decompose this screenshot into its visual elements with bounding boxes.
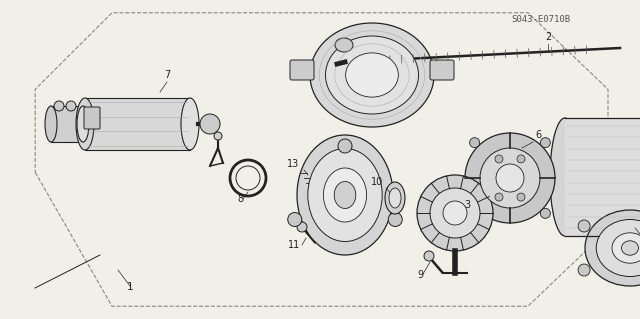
Circle shape xyxy=(388,212,402,226)
Circle shape xyxy=(430,188,480,238)
Text: 8: 8 xyxy=(237,194,243,204)
Ellipse shape xyxy=(308,149,382,241)
Ellipse shape xyxy=(310,23,434,127)
Ellipse shape xyxy=(45,106,57,142)
Ellipse shape xyxy=(76,98,94,150)
Circle shape xyxy=(54,101,64,111)
Text: 1: 1 xyxy=(127,282,133,292)
Circle shape xyxy=(578,264,590,276)
Ellipse shape xyxy=(326,36,419,114)
Text: 9: 9 xyxy=(417,270,423,280)
Text: 6: 6 xyxy=(535,130,541,140)
Text: S043-E0710B: S043-E0710B xyxy=(511,15,570,24)
Circle shape xyxy=(424,251,434,261)
Circle shape xyxy=(214,132,222,140)
Ellipse shape xyxy=(612,233,640,263)
Circle shape xyxy=(540,137,550,148)
Circle shape xyxy=(517,193,525,201)
Circle shape xyxy=(495,193,503,201)
Ellipse shape xyxy=(323,168,367,222)
FancyBboxPatch shape xyxy=(290,60,314,80)
Bar xyxy=(85,98,190,150)
Circle shape xyxy=(236,166,260,190)
Text: 3: 3 xyxy=(464,200,470,210)
Ellipse shape xyxy=(335,38,353,52)
Circle shape xyxy=(66,101,76,111)
FancyBboxPatch shape xyxy=(430,60,454,80)
Circle shape xyxy=(338,139,352,153)
Ellipse shape xyxy=(77,106,89,142)
Circle shape xyxy=(540,208,550,218)
Circle shape xyxy=(200,114,220,134)
Circle shape xyxy=(443,201,467,225)
Circle shape xyxy=(288,212,302,226)
Text: 13: 13 xyxy=(287,159,299,169)
Text: 7: 7 xyxy=(164,70,170,80)
Ellipse shape xyxy=(385,182,405,214)
Circle shape xyxy=(496,164,524,192)
Ellipse shape xyxy=(334,182,356,209)
Text: 2: 2 xyxy=(545,32,551,42)
Circle shape xyxy=(230,160,266,196)
Polygon shape xyxy=(447,188,467,216)
Circle shape xyxy=(470,137,479,148)
Bar xyxy=(51,106,83,142)
Circle shape xyxy=(517,155,525,163)
Circle shape xyxy=(312,192,322,202)
Circle shape xyxy=(417,175,493,251)
Circle shape xyxy=(578,220,590,232)
Ellipse shape xyxy=(181,98,199,150)
Circle shape xyxy=(297,222,307,232)
Text: 11: 11 xyxy=(288,240,300,250)
Ellipse shape xyxy=(585,210,640,286)
Ellipse shape xyxy=(346,53,398,97)
Circle shape xyxy=(495,155,503,163)
Ellipse shape xyxy=(297,135,393,255)
Text: 10: 10 xyxy=(371,177,383,187)
Circle shape xyxy=(480,148,540,208)
FancyBboxPatch shape xyxy=(84,107,100,129)
Ellipse shape xyxy=(621,241,639,255)
Ellipse shape xyxy=(389,188,401,208)
Bar xyxy=(565,118,640,236)
Circle shape xyxy=(470,208,479,218)
Circle shape xyxy=(465,133,555,223)
Ellipse shape xyxy=(596,219,640,277)
Ellipse shape xyxy=(550,118,580,236)
